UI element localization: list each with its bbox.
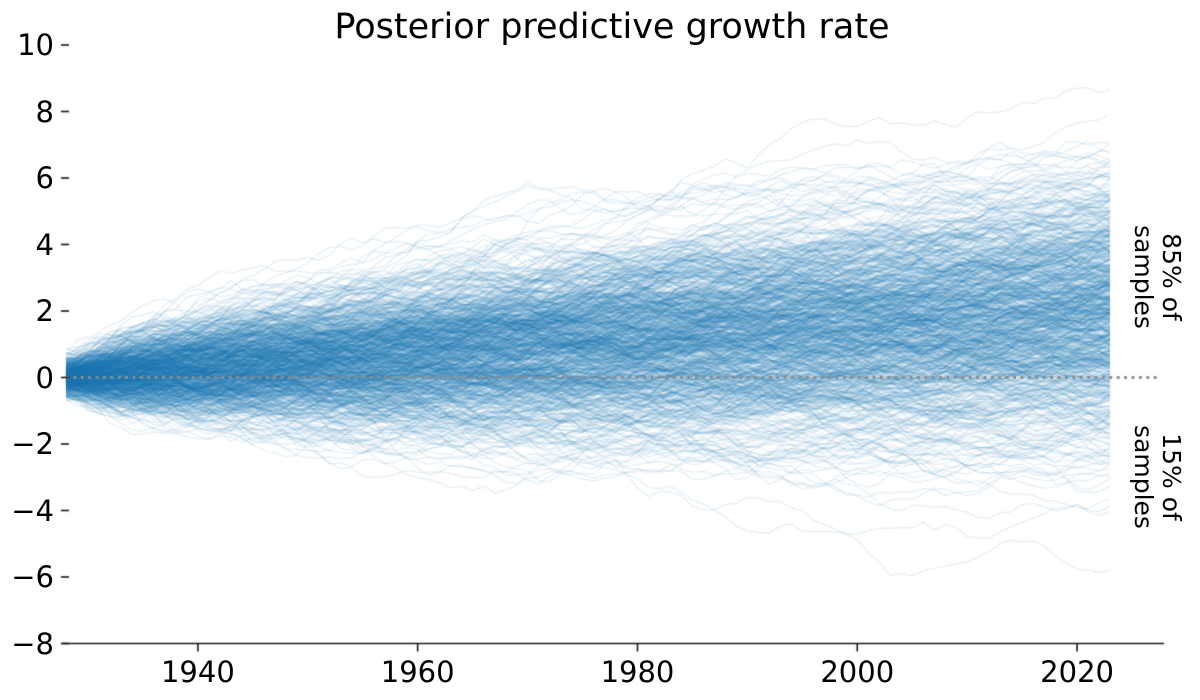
x-tick-label: 1940: [160, 655, 235, 689]
y-tick-label: −2: [11, 427, 54, 461]
y-tick-label: 8: [35, 94, 54, 129]
y-tick-label: 4: [35, 227, 54, 262]
y-tick-label: −4: [11, 493, 54, 528]
annotation-15-percent: 15% of samples: [1129, 425, 1186, 529]
annotation-85-line2: samples: [1129, 225, 1158, 329]
y-tick-label: 10: [17, 28, 54, 62]
annotation-15-line2: samples: [1129, 425, 1158, 529]
y-tick-label: 2: [35, 294, 54, 328]
x-tick-label: 2000: [820, 655, 895, 689]
y-tick-label: 0: [35, 360, 54, 395]
chart-title: Posterior predictive growth rate: [334, 7, 890, 47]
y-tick-label: −6: [11, 560, 54, 594]
y-tick-label: 6: [35, 161, 54, 195]
x-tick-label: 2020: [1040, 655, 1114, 689]
y-tick-label: −8: [11, 626, 54, 661]
annotation-15-line1: 15% of: [1157, 433, 1186, 521]
x-tick-label: 1980: [600, 655, 675, 689]
annotation-85-percent: 85% of samples: [1129, 225, 1186, 329]
annotation-85-line1: 85% of: [1157, 233, 1186, 321]
x-tick-label: 1960: [380, 655, 455, 689]
